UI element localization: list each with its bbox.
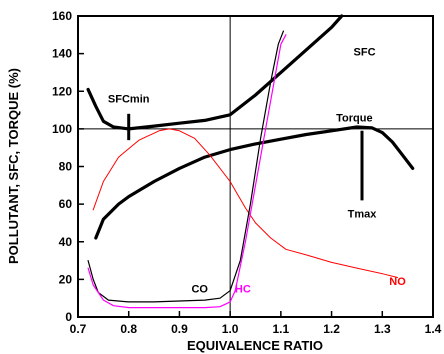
y-tick-label: 40 bbox=[59, 235, 73, 249]
y-tick-label: 140 bbox=[52, 47, 72, 61]
axis-ticks: 0.7 0.8 0.9 1.0 1.1 1.2 1.3 1.4 0 20 40 60 80 100 120 1… bbox=[52, 9, 442, 336]
x-tick-label: 1.3 bbox=[374, 322, 391, 336]
series-line-hc bbox=[87, 34, 287, 309]
x-tick-label: 0.9 bbox=[171, 322, 188, 336]
y-tick-label: 0 bbox=[65, 310, 72, 324]
y-axis-title: POLLUTANT, SFC, TORQUE (%) bbox=[6, 68, 21, 264]
annotation-co: CO bbox=[191, 284, 208, 296]
y-tick-label: 100 bbox=[52, 122, 72, 136]
series-line-co bbox=[87, 30, 284, 303]
annotation-hc: HC bbox=[235, 284, 251, 296]
series-line-sfc bbox=[86, 14, 344, 131]
annotation-tmax: Tmax bbox=[348, 208, 378, 220]
x-tick-label: 1.2 bbox=[323, 322, 340, 336]
y-tick-label: 80 bbox=[59, 160, 73, 174]
y-tick-label: 120 bbox=[52, 84, 72, 98]
x-tick-label: 0.7 bbox=[70, 322, 87, 336]
annotation-torque: Torque bbox=[336, 112, 372, 124]
x-tick-label: 1.0 bbox=[222, 322, 239, 336]
series-layer bbox=[86, 14, 415, 309]
series-line-no bbox=[92, 128, 398, 278]
x-tick-label: 0.8 bbox=[120, 322, 137, 336]
series-line-torque bbox=[94, 125, 415, 240]
marker-layer bbox=[127, 113, 364, 201]
y-tick-label: 160 bbox=[52, 9, 72, 23]
y-tick-label: 60 bbox=[59, 197, 73, 211]
plot-area bbox=[77, 15, 434, 318]
x-axis-title: EQUIVALENCE RATIO bbox=[187, 338, 323, 353]
annotation-no: NO bbox=[389, 276, 406, 288]
x-tick-label: 1.1 bbox=[273, 322, 290, 336]
annotation-layer: SFCmin SFC Torque Tmax NO CO HC bbox=[108, 47, 406, 296]
annotation-sfcmin: SFCmin bbox=[108, 94, 150, 106]
x-tick-label: 1.4 bbox=[425, 322, 442, 336]
annotation-sfc: SFC bbox=[354, 47, 376, 59]
y-tick-label: 20 bbox=[59, 272, 73, 286]
